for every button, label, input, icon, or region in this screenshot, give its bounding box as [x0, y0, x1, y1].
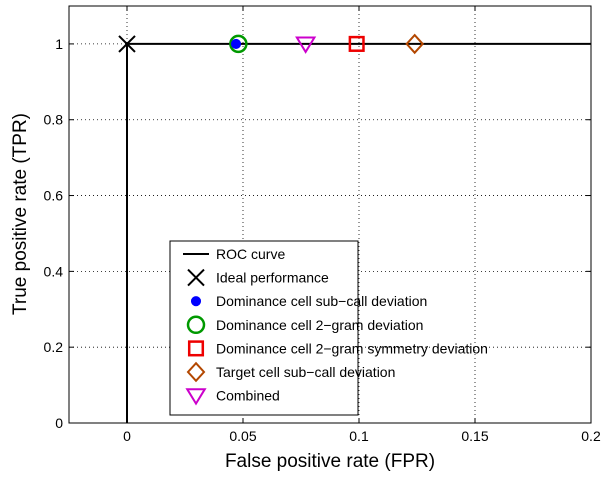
legend-symbol-triangle-down [185, 388, 207, 406]
x-tick-label: 0 [123, 428, 131, 444]
marker-diamond [405, 33, 425, 55]
x-tick-label: 0.2 [581, 428, 601, 444]
legend-label: Ideal performance [216, 270, 329, 286]
legend-label: Dominance cell 2−gram symmetry deviation [216, 340, 488, 356]
legend-symbol-x-stroke-b [187, 268, 205, 287]
x-tick-label: 0.05 [229, 428, 256, 444]
marker-x [118, 35, 136, 53]
legend-label: Dominance cell sub−call deviation [216, 293, 427, 309]
marker-dot [230, 38, 242, 49]
legend-symbol-square [187, 340, 205, 357]
y-axis-label: True positive rate (TPR) [10, 113, 31, 315]
y-tick-label: 1 [55, 36, 63, 52]
legend: ROC curve Ideal performance Dominance cell… [169, 240, 488, 416]
tick-layer: 0 0.05 0.1 0.15 0.2 0 0.2 0.4 0.6 0.8 1 [44, 6, 601, 444]
y-tick-label: 0 [55, 415, 63, 431]
plot-frame [68, 5, 592, 424]
x-tick-label: 0.15 [461, 428, 488, 444]
marker-circle [229, 34, 248, 54]
legend-label: Target cell sub−call deviation [216, 364, 395, 380]
legend-label: Dominance cell 2−gram deviation [216, 317, 423, 333]
legend-box [169, 240, 359, 416]
y-tick-label: 0.4 [44, 263, 64, 279]
marker-square [348, 35, 365, 52]
marker-layer [118, 33, 425, 55]
y-tick-label: 0.2 [44, 339, 64, 355]
marker-x-stroke-b [118, 35, 136, 53]
marker-triangle-down [295, 36, 317, 54]
x-tick-label: 0.1 [349, 428, 369, 444]
x-axis-label: False positive rate (FPR) [225, 451, 435, 472]
legend-symbol-dot [190, 296, 202, 307]
y-tick-label: 0.6 [44, 188, 64, 204]
y-tick-label: 0.8 [44, 112, 64, 128]
legend-label: Combined [216, 388, 280, 404]
legend-symbol-x [187, 268, 205, 287]
legend-symbol-circle [186, 315, 206, 335]
legend-symbol-diamond [186, 361, 206, 383]
legend-label: ROC curve [216, 246, 285, 262]
